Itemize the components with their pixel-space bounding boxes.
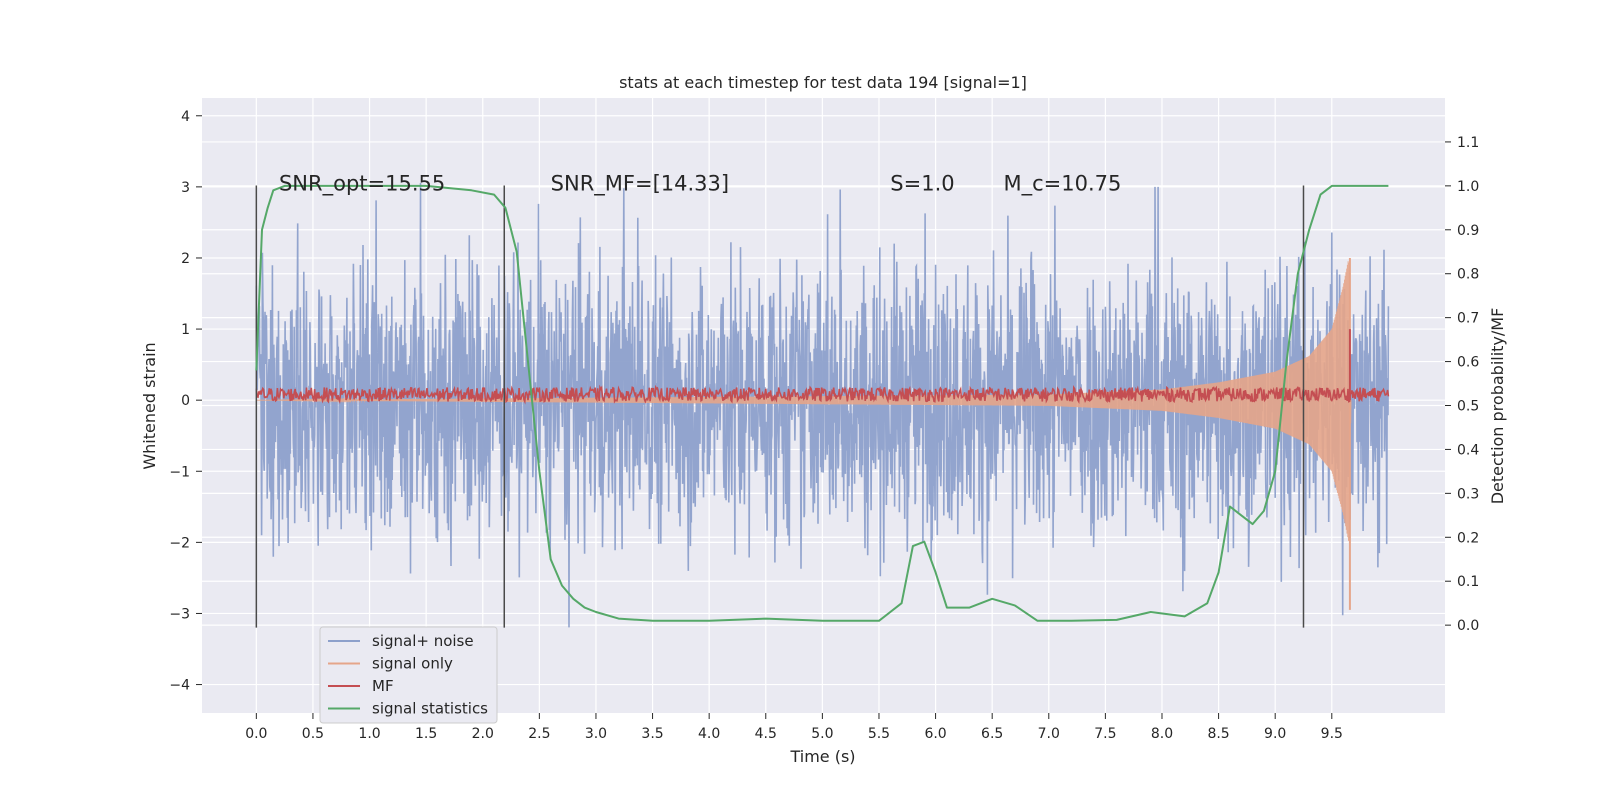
y-right-tick-label: 0.2 xyxy=(1457,530,1479,546)
y-tick-label: −1 xyxy=(169,464,190,480)
y-right-tick-label: 0.7 xyxy=(1457,311,1479,327)
series-signal-statistics xyxy=(255,184,1389,622)
y-tick-label: −2 xyxy=(169,535,190,551)
legend: signal+ noise signal only MF signal statist… xyxy=(319,626,498,724)
x-tick-label: 7.5 xyxy=(1094,726,1116,742)
x-tick-label: 0.5 xyxy=(302,726,324,742)
x-tick-label: 6.0 xyxy=(924,726,946,742)
y-axis-right-label: Detection probability/MF xyxy=(1488,308,1507,505)
y-right-tick-label: 0.8 xyxy=(1457,267,1479,283)
legend-box xyxy=(319,626,498,724)
y-axis-label: Whitened strain xyxy=(140,342,159,469)
x-tick-label: 3.0 xyxy=(585,726,607,742)
x-tick-label: 6.5 xyxy=(981,726,1003,742)
annotation-mc: M_c=10.75 xyxy=(1003,171,1121,196)
y-right-tick-label: 0.1 xyxy=(1457,574,1479,590)
signal-statistics-line xyxy=(255,184,1389,622)
legend-label: signal statistics xyxy=(372,700,488,718)
x-tick-label: 9.5 xyxy=(1321,726,1343,742)
y-right-tick-label: 0.4 xyxy=(1457,442,1479,458)
legend-label: signal+ noise xyxy=(372,632,474,650)
annotation-s: S=1.0 xyxy=(890,171,954,195)
y-right-tick-label: 1.0 xyxy=(1457,179,1479,195)
x-tick-label: 4.5 xyxy=(755,726,777,742)
x-tick-label: 0.0 xyxy=(245,726,267,742)
axes: 0.0 0.5 1.0 1.5 2.0 2.5 3.0 3.5 4.0 4.5 5.0 5.5 6.0 6… xyxy=(169,109,1479,742)
y-tick-label: 4 xyxy=(181,109,190,125)
y-tick-label: 0 xyxy=(181,393,190,409)
y-tick-label: −4 xyxy=(169,678,190,694)
x-tick-label: 8.5 xyxy=(1207,726,1229,742)
x-tick-label: 3.5 xyxy=(641,726,663,742)
y-right-tick-label: 0.3 xyxy=(1457,486,1479,502)
y-right-tick-label: 0.0 xyxy=(1457,618,1479,634)
x-tick-label: 2.0 xyxy=(472,726,494,742)
annotation-snr-opt: SNR_opt=15.55 xyxy=(279,171,445,196)
x-tick-label: 4.0 xyxy=(698,726,720,742)
annotation-snr-mf: SNR_MF=[14.33] xyxy=(551,171,729,196)
y-right-tick-label: 0.5 xyxy=(1457,399,1479,415)
y-tick-label: 1 xyxy=(181,322,190,338)
annotations: SNR_opt=15.55 SNR_MF=[14.33] S=1.0 M_c=10.7… xyxy=(279,171,1121,196)
x-tick-label: 1.5 xyxy=(415,726,437,742)
x-tick-label: 9.0 xyxy=(1264,726,1286,742)
y-tick-label: 3 xyxy=(181,180,190,196)
vertical-markers xyxy=(255,185,1305,628)
mf-line xyxy=(255,384,1390,405)
x-tick-label: 7.0 xyxy=(1038,726,1060,742)
y-right-tick-label: 0.9 xyxy=(1457,223,1479,239)
legend-label: signal only xyxy=(372,655,453,673)
y-tick-label: −3 xyxy=(169,606,190,622)
x-tick-label: 1.0 xyxy=(358,726,380,742)
legend-label: MF xyxy=(372,677,394,695)
y-right-tick-label: 0.6 xyxy=(1457,355,1479,371)
chart-title: stats at each timestep for test data 194… xyxy=(619,73,1027,92)
y-tick-label: 2 xyxy=(181,251,190,267)
y-right-tick-label: 1.1 xyxy=(1457,135,1479,151)
series-signal-noise xyxy=(255,182,1390,628)
x-axis-label: Time (s) xyxy=(789,747,855,766)
series-mf xyxy=(255,329,1390,405)
x-tick-label: 5.5 xyxy=(868,726,890,742)
x-tick-label: 2.5 xyxy=(528,726,550,742)
x-tick-label: 8.0 xyxy=(1151,726,1173,742)
signal-noise-line xyxy=(255,182,1390,628)
x-tick-label: 5.0 xyxy=(811,726,833,742)
